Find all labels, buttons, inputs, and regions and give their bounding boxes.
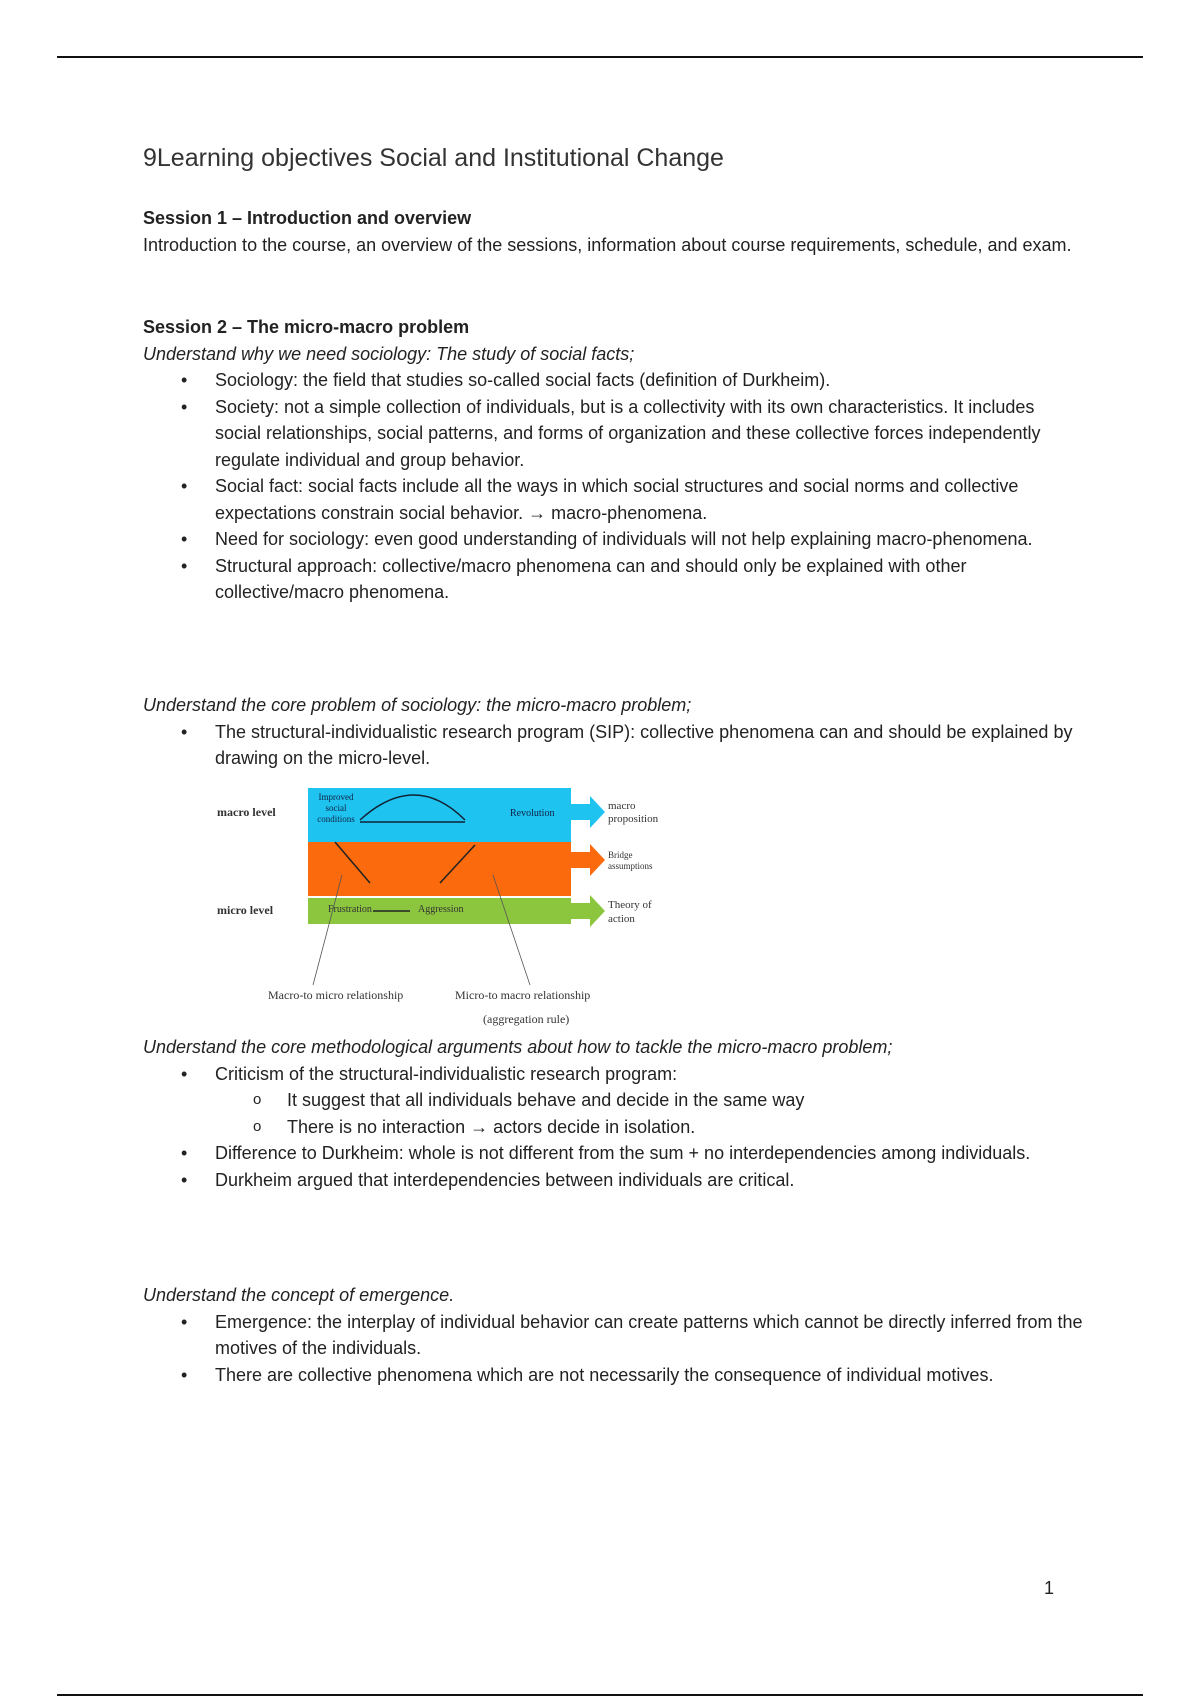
diagram-arrows <box>312 794 605 986</box>
micro-band <box>308 898 571 924</box>
frustration-label: Frustration <box>328 904 372 915</box>
aggregation-rule-label: (aggregation rule) <box>483 1012 570 1026</box>
micro-to-macro-label: Micro-to macro relationship <box>455 988 591 1002</box>
macro-to-micro-label: Macro-to micro relationship <box>268 988 404 1002</box>
session-1: Session 1 – Introduction and overview In… <box>143 205 1083 258</box>
list-item: Sociology: the field that studies so-cal… <box>143 367 1083 394</box>
objective-3-block: Understand the core methodological argum… <box>143 1034 1083 1193</box>
page-number: 1 <box>1044 1578 1055 1598</box>
macro-level-label: macro level <box>217 805 276 819</box>
theory-of-action-label: Theory of action <box>608 899 652 925</box>
list-item: Need for sociology: even good understand… <box>143 526 1083 553</box>
list-item: Structural approach: collective/macro ph… <box>143 553 1083 606</box>
macro-proposition-label: macro proposition <box>608 800 659 825</box>
list-item: Criticism of the structural-individualis… <box>143 1061 1083 1088</box>
objective-4-block: Understand the concept of emergence. Eme… <box>143 1282 1083 1388</box>
bridge-band <box>308 842 571 896</box>
objective-2: Understand the core problem of sociology… <box>143 695 692 715</box>
objective-4: Understand the concept of emergence. <box>143 1285 455 1305</box>
list-item: Difference to Durkheim: whole is not dif… <box>143 1140 1083 1167</box>
list-item: Social fact: social facts include all th… <box>143 473 1083 526</box>
objective-2-block: Understand the core problem of sociology… <box>143 692 1083 772</box>
bridge-assumptions-label: Bridge assumptions <box>608 850 653 871</box>
micro-level-label: micro level <box>217 903 274 917</box>
list-item: The structural-individualistic research … <box>143 719 1083 772</box>
session-2-heading: Session 2 – The micro-macro problem <box>143 317 470 337</box>
page-title: 9Learning objectives Social and Institut… <box>143 144 724 172</box>
macro-band <box>308 788 571 842</box>
improved-conditions-label: Improved social conditions <box>317 792 355 824</box>
sub-list-item: It suggest that all individuals behave a… <box>143 1087 1083 1114</box>
bottom-rule <box>57 1694 1143 1696</box>
bridge-arrow <box>571 844 605 876</box>
objective-1: Understand why we need sociology: The st… <box>143 343 635 364</box>
micro-macro-diagram: macro level micro level Improved social … <box>210 780 690 1030</box>
aggression-label: Aggression <box>418 904 464 915</box>
top-rule <box>57 56 1143 58</box>
list-item: Society: not a simple collection of indi… <box>143 394 1083 474</box>
list-item: There are collective phenomena which are… <box>143 1362 1083 1389</box>
list-item: Emergence: the interplay of individual b… <box>143 1309 1083 1362</box>
list-item: Durkheim argued that interdependencies b… <box>143 1167 1083 1194</box>
revolution-label: Revolution <box>510 808 555 819</box>
sub-list-item: There is no interaction → actors decide … <box>143 1114 1083 1141</box>
objective-3: Understand the core methodological argum… <box>143 1037 893 1057</box>
session-1-text: Introduction to the course, an overview … <box>143 234 1072 255</box>
macro-arrow <box>571 796 605 828</box>
session-1-heading: Session 1 – Introduction and overview <box>143 208 472 228</box>
micro-arrow <box>571 895 605 927</box>
session-2: Session 2 – The micro-macro problem Unde… <box>143 314 1083 606</box>
